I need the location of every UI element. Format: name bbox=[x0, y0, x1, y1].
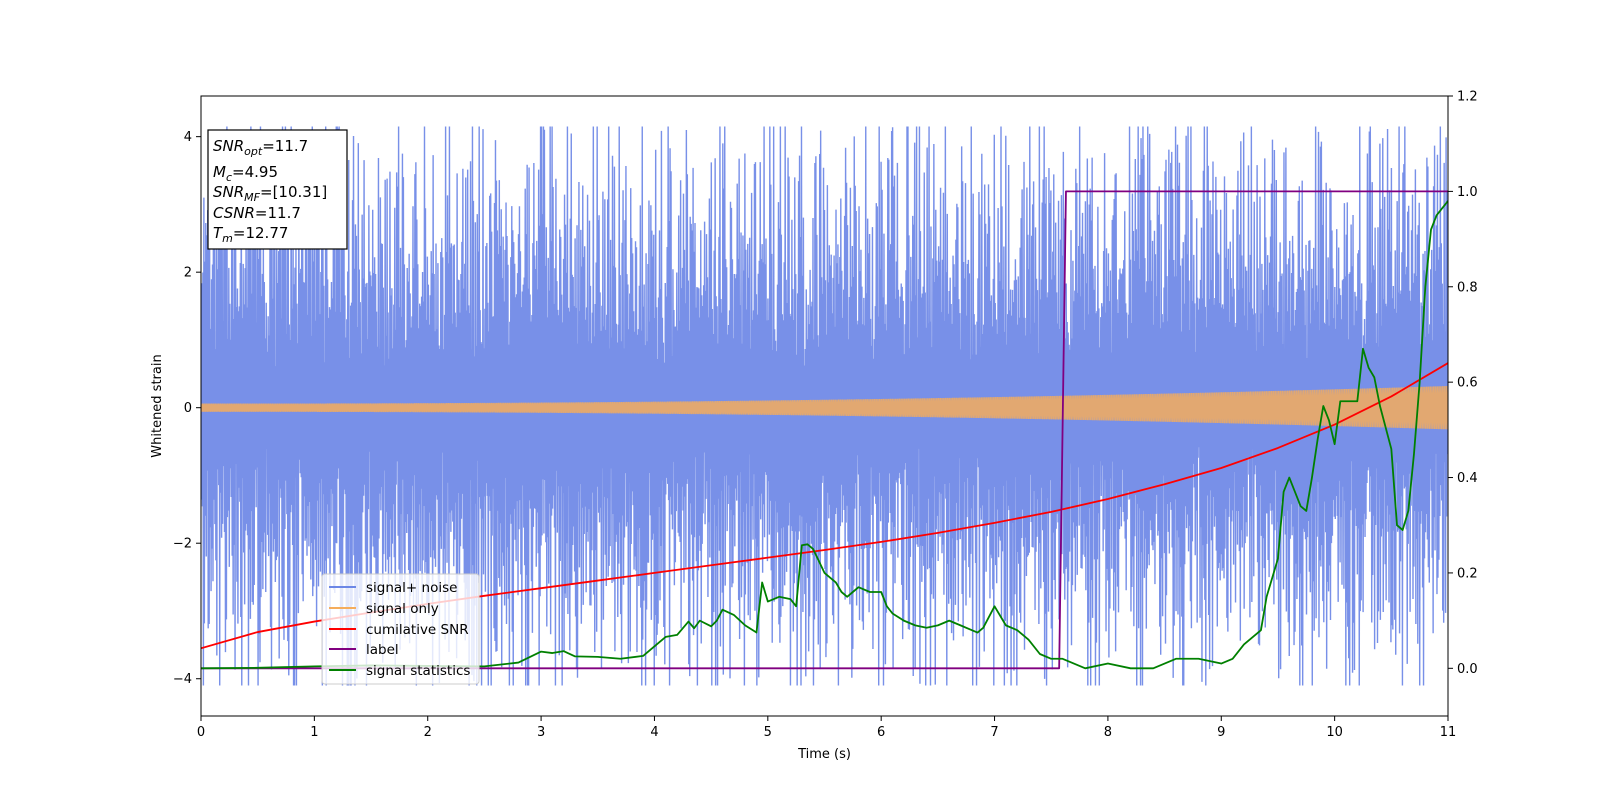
y-axis-label: Whitened strain bbox=[150, 354, 165, 457]
x-tick-label: 9 bbox=[1217, 725, 1225, 740]
x-tick-label: 1 bbox=[310, 725, 318, 740]
y-left-tick-label: −2 bbox=[173, 537, 192, 552]
signal-only-line bbox=[201, 385, 1448, 430]
info-symbol: CSNR bbox=[213, 204, 255, 222]
x-tick-label: 5 bbox=[764, 725, 772, 740]
info-value: =12.77 bbox=[233, 224, 289, 242]
y-right-tick-label: 0.4 bbox=[1457, 471, 1478, 486]
y-left-tick-label: 4 bbox=[184, 130, 192, 145]
info-box-frame bbox=[207, 129, 348, 250]
legend-frame bbox=[321, 573, 480, 685]
info-line: Mc=4.95 bbox=[213, 163, 278, 184]
x-tick-label: 11 bbox=[1440, 725, 1457, 740]
info-value: =11.7 bbox=[255, 204, 301, 222]
y-axis-left-ticks: −4 −2 0 2 4 bbox=[173, 130, 201, 687]
x-tick-label: 3 bbox=[537, 725, 545, 740]
x-tick-label: 4 bbox=[650, 725, 658, 740]
signal-noise-line bbox=[201, 126, 1448, 686]
y-right-tick-label: 1.2 bbox=[1457, 90, 1478, 105]
x-tick-label: 7 bbox=[990, 725, 998, 740]
legend-label: signal statistics bbox=[366, 663, 470, 679]
info-symbol: T bbox=[213, 224, 224, 242]
x-axis-label: Time (s) bbox=[797, 747, 851, 762]
legend-label: signal+ noise bbox=[366, 580, 457, 596]
y-axis-right-ticks: 0.0 0.2 0.4 0.6 0.8 1.0 1.2 bbox=[1448, 90, 1478, 677]
y-left-tick-label: 2 bbox=[184, 266, 192, 281]
legend-label: cumilative SNR bbox=[366, 622, 469, 638]
label-line bbox=[201, 190, 1448, 670]
x-tick-label: 8 bbox=[1104, 725, 1112, 740]
info-subscript: MF bbox=[244, 191, 260, 204]
info-symbol: SNR bbox=[213, 183, 244, 201]
signal-statistics-line bbox=[201, 200, 1448, 670]
legend: signal+ noise signal only cumilative SNR la… bbox=[321, 573, 480, 685]
info-value: =11.7 bbox=[262, 137, 308, 155]
series-signal-noise bbox=[201, 126, 1448, 686]
info-line: SNRMF=[10.31] bbox=[213, 183, 327, 204]
info-subscript: m bbox=[222, 232, 233, 245]
info-box: SNRopt=11.7Mc=4.95SNRMF=[10.31]CSNR=11.7… bbox=[207, 129, 348, 250]
y-left-tick-label: 0 bbox=[184, 401, 192, 416]
legend-label: signal only bbox=[366, 601, 439, 617]
plot-frame bbox=[200, 95, 1449, 717]
legend-label: label bbox=[366, 642, 399, 658]
x-axis-ticks: 0 1 2 3 4 5 6 7 8 9 10 11 bbox=[197, 716, 1456, 740]
info-line: Tm=12.77 bbox=[213, 224, 288, 245]
y-right-tick-label: 0.6 bbox=[1457, 376, 1478, 391]
y-right-tick-label: 0.2 bbox=[1457, 566, 1478, 581]
info-subscript: c bbox=[226, 171, 232, 184]
info-line: CSNR=11.7 bbox=[213, 204, 301, 222]
x-tick-label: 6 bbox=[877, 725, 885, 740]
y-right-tick-label: 1.0 bbox=[1457, 185, 1478, 200]
y-right-tick-label: 0.0 bbox=[1457, 662, 1478, 677]
info-symbol: SNR bbox=[213, 137, 244, 155]
info-value: =[10.31] bbox=[260, 183, 327, 201]
x-tick-label: 2 bbox=[424, 725, 432, 740]
x-tick-label: 0 bbox=[197, 725, 205, 740]
series-signal-only bbox=[201, 385, 1448, 430]
info-subscript: opt bbox=[244, 145, 263, 158]
info-value: =4.95 bbox=[232, 163, 278, 181]
info-line: SNRopt=11.7 bbox=[213, 137, 308, 158]
y-right-tick-label: 0.8 bbox=[1457, 280, 1478, 295]
info-symbol: M bbox=[213, 163, 226, 181]
x-tick-label: 10 bbox=[1326, 725, 1343, 740]
y-left-tick-label: −4 bbox=[173, 672, 192, 687]
